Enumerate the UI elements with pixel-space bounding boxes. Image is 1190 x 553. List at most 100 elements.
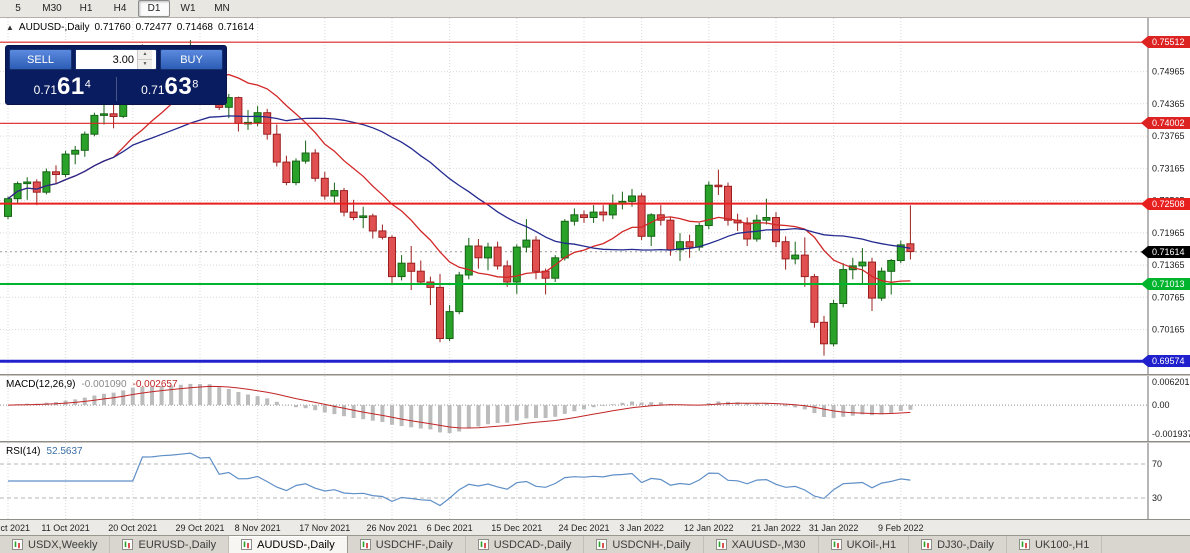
macd-signal-line [7,385,911,429]
chart-tab-usdx-weekly[interactable]: USDX,Weekly [0,536,111,553]
sell-price[interactable]: 0.71614 [9,73,116,101]
candle [71,146,80,165]
candle [80,131,89,157]
chart-tab-icon [122,539,134,550]
candle [704,181,713,230]
ohlc-high: 0.72477 [135,22,172,33]
price-level-badge: 0.74002 [1141,117,1190,129]
chart-tab-eurusd-daily[interactable]: EURUSD-,Daily [110,536,230,553]
candle [820,315,828,356]
chart-tab-usdchf-daily[interactable]: USDCHF-,Daily [348,536,466,553]
chart-tabs: USDX,Weekly EURUSD-,Daily AUDUSD-,Daily USD… [0,535,1190,553]
candle [608,194,617,220]
candle [493,241,502,270]
volume-box: ▲ ▼ [75,49,157,70]
period-button-m30[interactable]: M30 [42,3,62,14]
pane-separator[interactable] [0,441,1190,443]
candle [90,112,99,137]
chart-tab-label: UK100-,H1 [1034,538,1090,551]
chart-tab-xauusd-m30[interactable]: XAUUSD-,M30 [704,536,819,553]
candle [109,104,118,129]
chart-tab-icon [1018,539,1030,550]
date-label: 24 Dec 2021 [558,523,610,533]
macd-indicator-canvas[interactable]: 0.006201 0.00 -0.001937 [0,376,1190,441]
rsi-axis-label: 30 [1152,493,1162,503]
volume-decrease-button[interactable]: ▼ [138,60,152,69]
period-button-5[interactable]: 5 [15,3,21,14]
date-axis[interactable]: 1 Oct 2021 11 Oct 2021 20 Oct 2021 29 Oct 2… [0,519,1190,535]
candle [32,179,41,206]
chart-tab-audusd-daily[interactable]: AUDUSD-,Daily [229,536,348,553]
candle [263,108,272,140]
candle [656,205,665,226]
rsi-value: 52.5637 [46,446,83,457]
chart-area: 0.749650.743650.737650.731650.725650.719… [0,18,1190,535]
candle [637,193,646,241]
chart-tab-usdcnh-daily[interactable]: USDCNH-,Daily [584,536,704,553]
chart-tab-ukoil-h1[interactable]: UKOil-,H1 [819,536,910,553]
one-click-trading-panel: SELL ▲ ▼ BUY 0.71614 0.71638 [5,45,227,105]
candle [762,198,771,225]
sell-price-prefix: 0.71 [33,83,58,97]
macd-axis-label: 0.00 [1152,400,1170,410]
price-chart-canvas[interactable]: 0.749650.743650.737650.731650.725650.719… [0,18,1190,374]
chart-tab-usdcad-daily[interactable]: USDCAD-,Daily [466,536,585,553]
macd-signal-value: -0.002657 [132,379,178,390]
ohlc-low: 0.71468 [176,22,213,33]
chart-title: ▲ AUDUSD-,Daily 0.71760 0.72477 0.71468 0.716… [6,22,259,33]
period-button-h4[interactable]: H4 [113,3,127,14]
candle [397,255,406,281]
date-label: 12 Jan 2022 [684,523,734,533]
period-button-mn[interactable]: MN [214,3,230,14]
sell-button[interactable]: SELL [9,49,72,70]
candle [330,182,339,205]
macd-axis-label: -0.001937 [1152,429,1190,439]
ohlc-close: 0.71614 [217,22,255,33]
volume-increase-button[interactable]: ▲ [138,50,152,60]
candle [416,260,425,285]
candle [61,150,70,178]
macd-name: MACD(12,26,9) [6,379,76,390]
buy-button[interactable]: BUY [160,49,223,70]
period-toolbar: 5 M30 H1 H4 D1 W1 MN [0,0,1190,18]
date-label: 31 Jan 2022 [808,523,859,533]
price-axis-label: 0.70165 [1152,325,1185,335]
candle [647,213,656,246]
price-level-badge: 0.72508 [1141,198,1190,210]
svg-text:0.75512: 0.75512 [1152,37,1185,47]
candle [474,239,483,269]
candle [733,213,742,231]
period-button-h1[interactable]: H1 [79,3,93,14]
period-button-w1[interactable]: W1 [180,3,196,14]
rsi-indicator-canvas[interactable]: 70 30 [0,443,1190,519]
candle [551,255,560,282]
chart-tab-label: UKOil-,H1 [846,538,897,551]
candle [560,219,569,261]
period-button-d1[interactable]: D1 [138,0,170,17]
candle [244,110,252,130]
candle [887,258,896,295]
candle [445,305,454,342]
chart-tab-uk100-h1[interactable]: UK100-,H1 [1007,536,1103,553]
date-label: 9 Feb 2022 [878,523,924,533]
date-label: 29 Oct 2021 [175,523,225,533]
grid-lines [7,443,902,519]
chart-tab-label: USDCNH-,Daily [612,538,691,551]
chart-tab-dj30-daily[interactable]: DJ30-,Daily [909,536,1007,553]
macd-title: MACD(12,26,9) -0.001090 -0.002657 [6,379,184,390]
candle [752,214,761,242]
price-axis-label: 0.73165 [1152,163,1185,173]
candle [292,158,300,186]
rsi-name: RSI(14) [6,446,41,457]
price-level-badge: 0.69574 [1141,355,1190,367]
buy-price[interactable]: 0.71638 [117,73,224,101]
chart-tab-icon [715,539,727,550]
candle [580,210,588,223]
candle [589,205,598,223]
volume-input[interactable] [76,50,137,69]
pane-separator[interactable] [0,374,1190,376]
buy-price-prefix: 0.71 [141,83,165,97]
chart-tab-label: DJ30-,Daily [937,538,994,551]
one-click-toggle-icon[interactable]: ▲ [6,23,14,32]
